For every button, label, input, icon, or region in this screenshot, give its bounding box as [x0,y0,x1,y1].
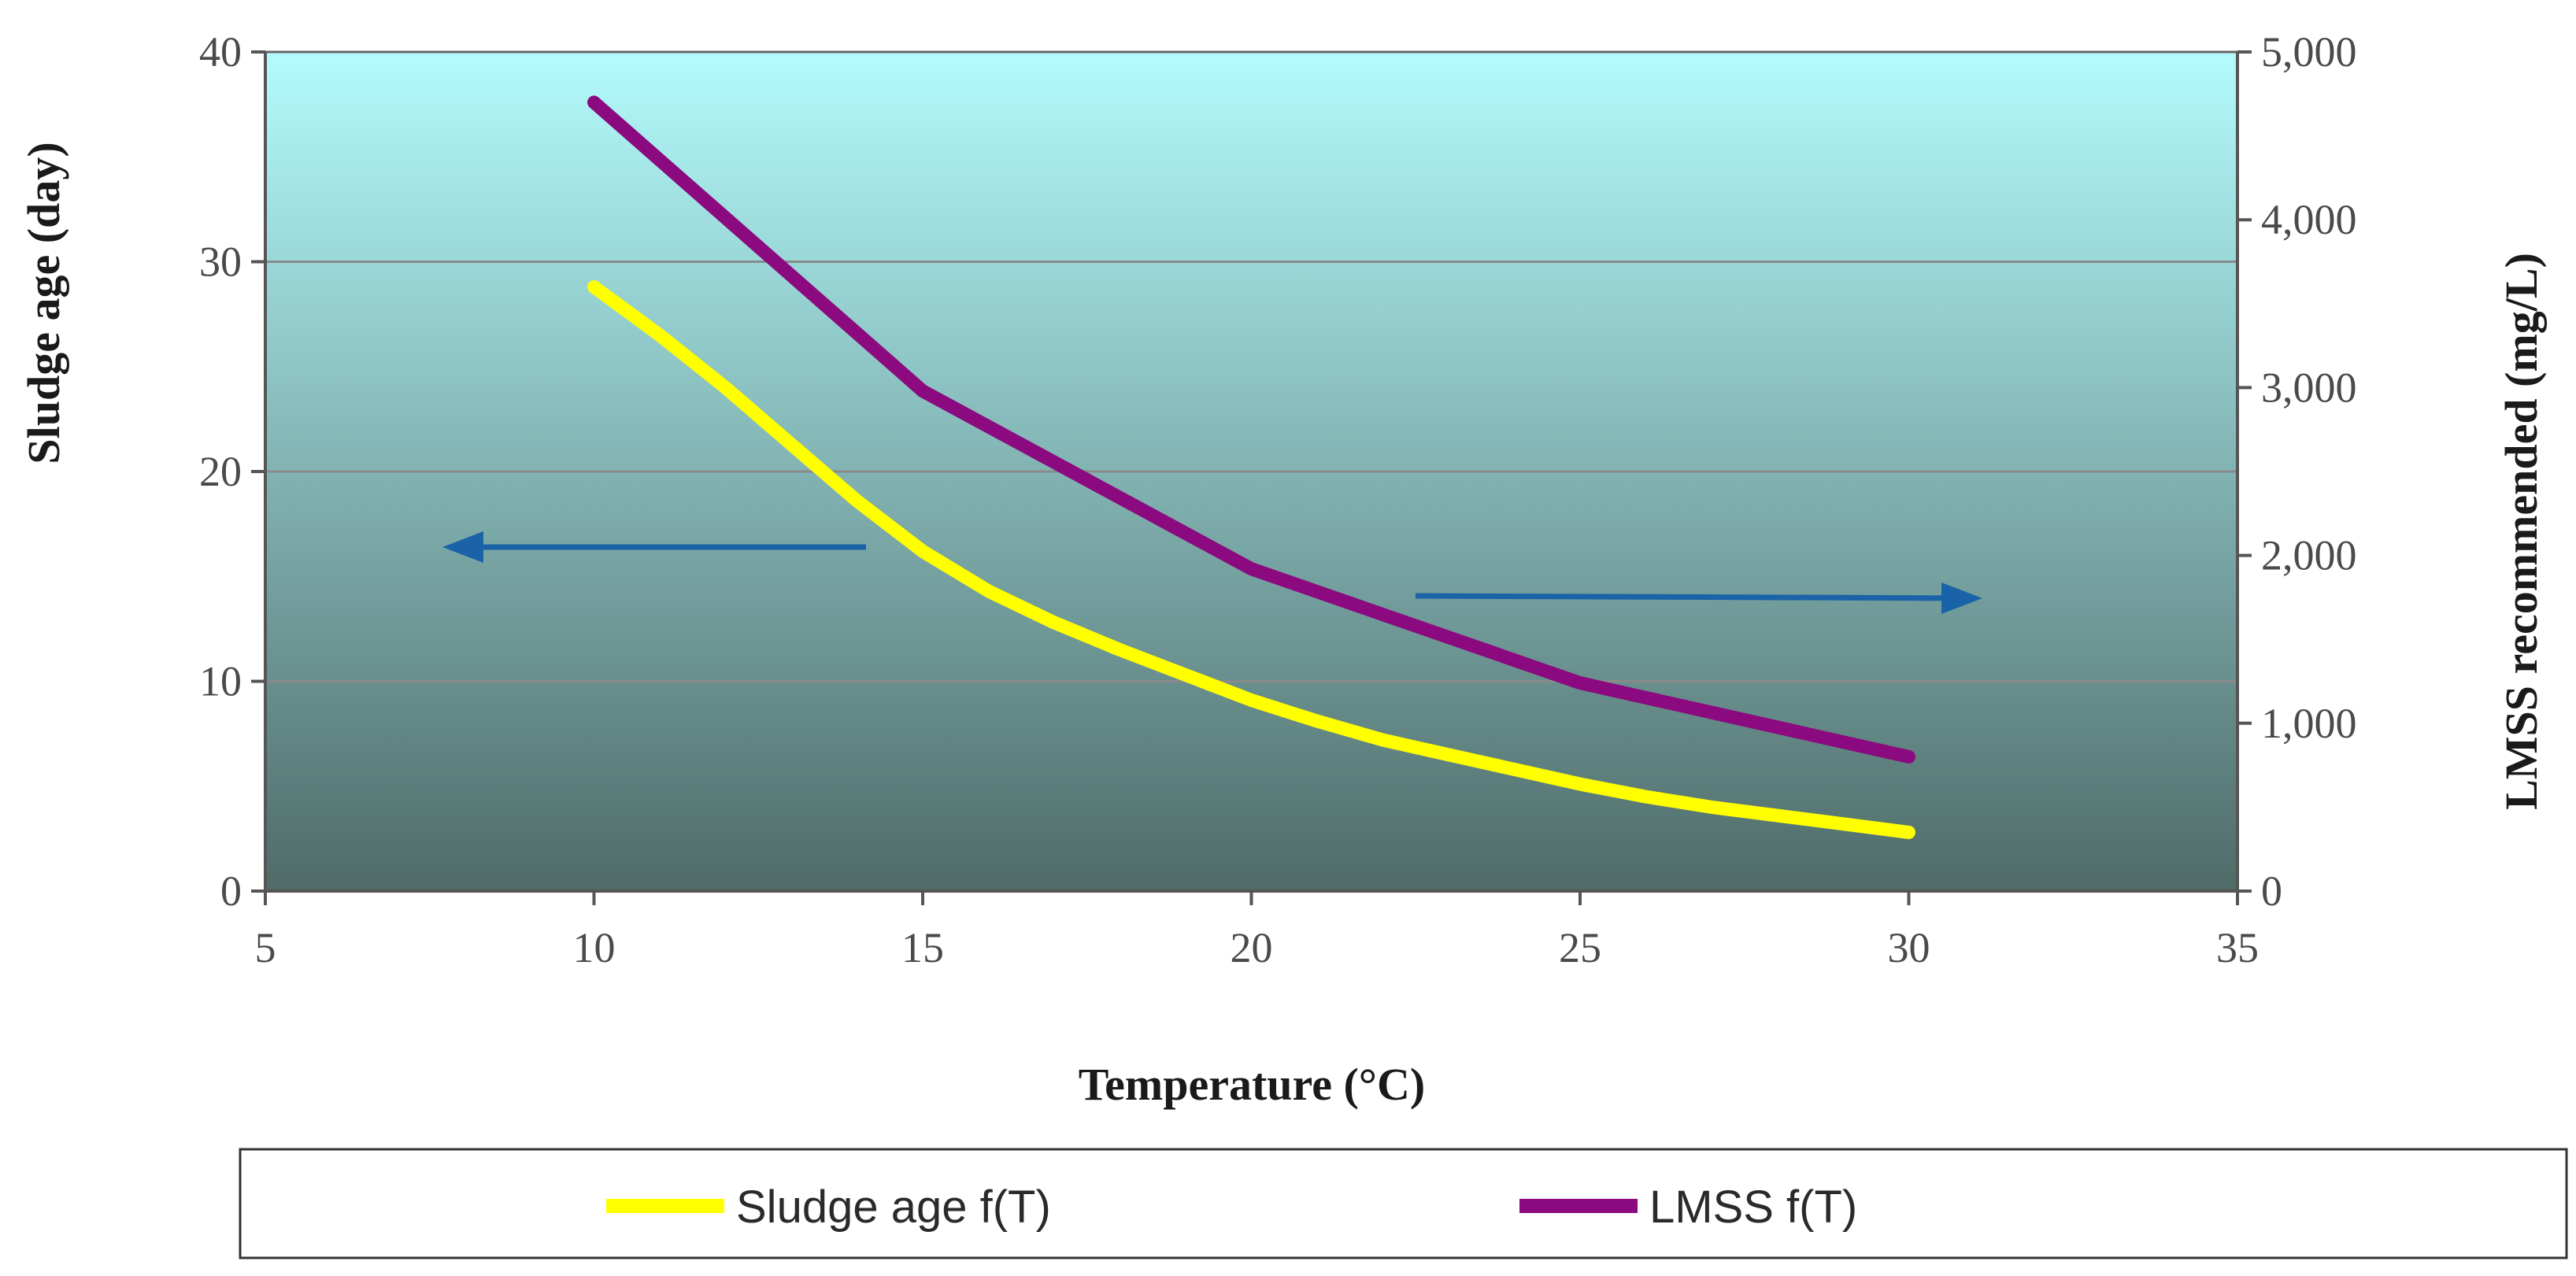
axis-arrows [442,531,1982,614]
x-tick-label-30: 30 [1888,924,1930,971]
y-left-tick-label-30: 30 [199,239,242,286]
tick-labels: 5 10 15 20 25 30 3501020304001,0002,0003,0004,… [199,28,2357,971]
x-tick-label-15: 15 [901,924,944,971]
arrow-right-axis-indicator-head [1941,583,1982,614]
y-left-axis-title: Sludge age (day) [18,142,69,464]
x-tick-label-35: 35 [2216,924,2259,971]
y-right-tick-label-4000: 4,000 [2261,196,2357,243]
legend: Sludge age f(T) LMSS f(T) [239,1148,2568,1259]
arrow-right-axis-indicator [1415,583,1982,614]
legend-box [239,1148,2568,1259]
y-left-tick-label-0: 0 [220,867,242,915]
arrow-left-axis-indicator [442,531,866,563]
arrow-right-axis-indicator-shaft [1415,593,1975,601]
series-lines [587,95,1915,839]
y-right-tick-label-2000: 2,000 [2261,532,2357,579]
y-right-tick-label-0: 0 [2261,867,2282,915]
y-right-axis-title: LMSS recommended (mg/L) [2496,253,2547,810]
lmss-line [587,95,1915,764]
y-right-tick-label-5000: 5,000 [2261,28,2357,76]
x-tick-label-10: 10 [573,924,616,971]
y-left-tick-label-20: 20 [199,448,242,495]
x-axis-title: Temperature (°C) [1079,1059,1425,1110]
y-right-tick-label-1000: 1,000 [2261,700,2357,747]
sludge-age-line [587,280,1915,839]
legend-label-sludge-age: Sludge age f(T) [736,1182,1051,1233]
gridlines [265,261,2237,682]
x-tick-label-25: 25 [1559,924,1601,971]
legend-label-lmss: LMSS f(T) [1649,1182,1857,1233]
x-tick-label-5: 5 [255,924,276,971]
arrow-left-axis-indicator-head [442,531,483,563]
axes [251,50,2252,905]
y-right-tick-label-3000: 3,000 [2261,364,2357,411]
x-tick-label-20: 20 [1231,924,1273,971]
y-left-tick-label-10: 10 [199,658,242,705]
y-left-tick-label-40: 40 [199,28,242,76]
